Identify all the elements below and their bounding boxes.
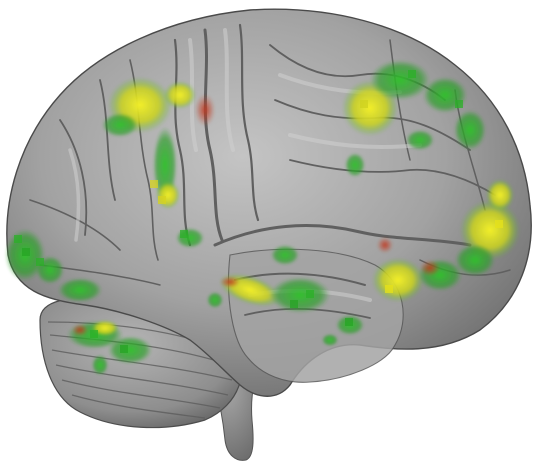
voxel-texture: [14, 70, 503, 353]
